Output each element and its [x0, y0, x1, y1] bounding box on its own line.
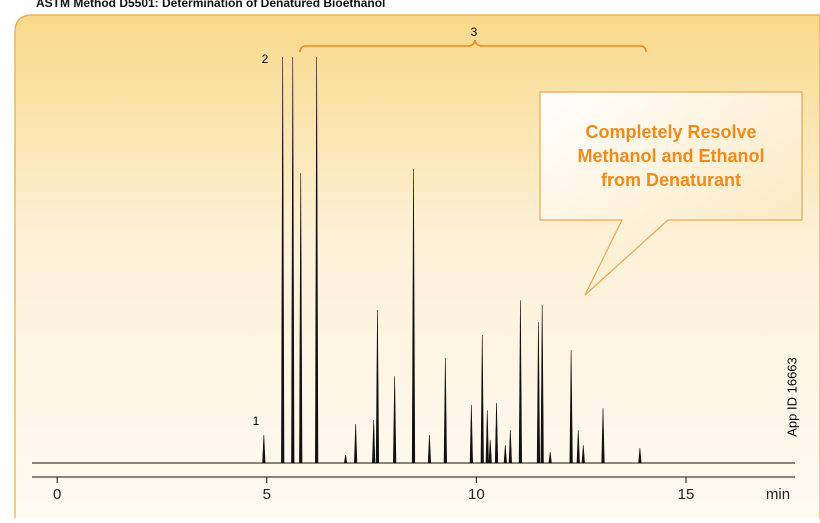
app-id: App ID 16663 — [784, 357, 799, 437]
peak — [469, 404, 473, 464]
peak — [427, 434, 432, 464]
peak — [411, 169, 416, 464]
callout-line: Completely Resolve — [585, 122, 756, 142]
chart-title: ASTM Method D5501: Determination of Dena… — [36, 0, 385, 10]
peak — [601, 408, 605, 464]
brace — [299, 39, 647, 53]
x-tick-label: 5 — [263, 486, 271, 503]
x-tick-label: 10 — [468, 486, 485, 503]
callout-line: Methanol and Ethanol — [578, 146, 765, 166]
peak — [372, 419, 376, 464]
peak — [569, 350, 573, 464]
peak — [262, 434, 266, 464]
x-tick-label: 15 — [678, 486, 695, 503]
peak — [581, 445, 585, 464]
peak — [494, 402, 499, 464]
peak — [548, 452, 552, 464]
peak — [518, 300, 523, 464]
peak — [354, 424, 358, 464]
peak — [540, 305, 544, 464]
peak — [638, 447, 642, 464]
peak — [508, 430, 512, 464]
peak — [299, 173, 303, 464]
peak — [443, 357, 447, 464]
peak-label: 3 — [471, 25, 478, 39]
callout: Completely Resolve Methanol and Ethanol fr… — [578, 122, 765, 190]
peak — [503, 445, 507, 464]
x-tick-label: 0 — [53, 486, 61, 503]
peak-label: 1 — [253, 414, 260, 428]
peak — [281, 56, 285, 464]
callout-line: from Denaturant — [601, 170, 741, 190]
peak — [291, 56, 295, 464]
peak — [536, 322, 541, 464]
peak — [393, 376, 397, 464]
panel — [14, 14, 820, 518]
peak — [315, 56, 319, 464]
peak-label: 2 — [262, 52, 269, 66]
peak — [375, 309, 380, 464]
peak — [480, 335, 484, 464]
peak — [485, 410, 489, 464]
callout-bubble — [539, 91, 803, 296]
peak — [488, 439, 492, 464]
x-axis-label: min — [766, 486, 790, 503]
peak — [343, 454, 348, 464]
peak — [576, 430, 580, 464]
